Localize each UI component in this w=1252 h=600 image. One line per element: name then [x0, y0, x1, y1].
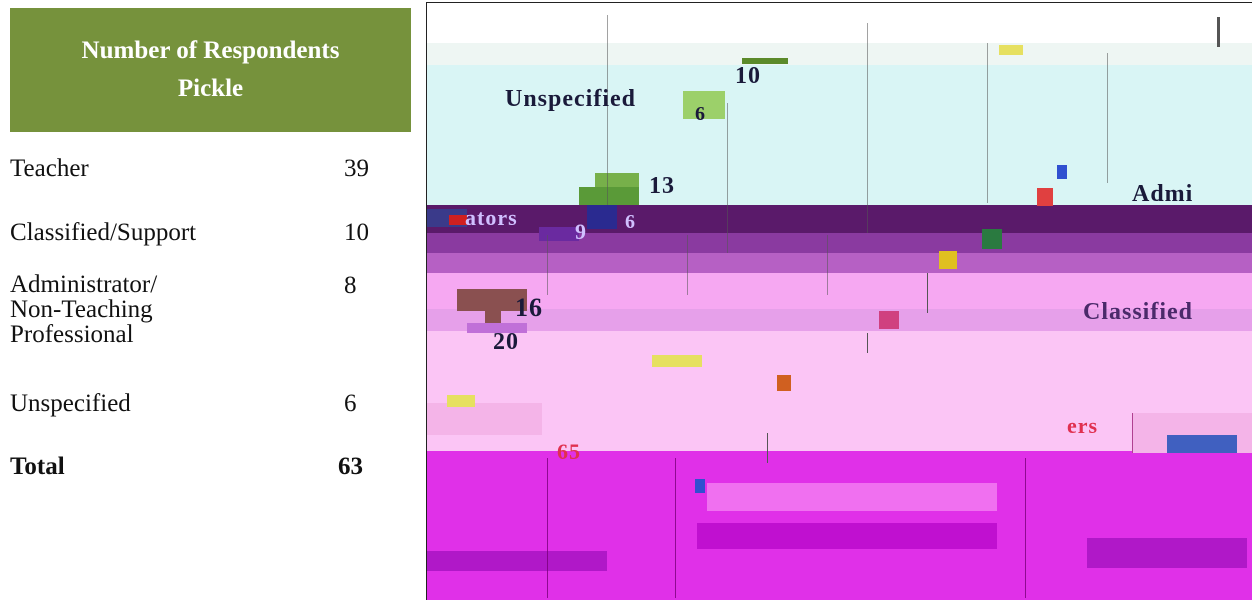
image-band — [427, 3, 1252, 43]
fragment-number: 6 — [625, 211, 636, 233]
row-count: 10 — [344, 219, 369, 246]
image-band — [427, 43, 1252, 65]
total-row: Total 63 — [10, 432, 411, 502]
bar-fragment — [683, 91, 725, 119]
grid-line — [727, 103, 728, 253]
total-label: Total — [10, 453, 65, 480]
image-band — [427, 273, 1252, 309]
table-row: Administrator/ Non-Teaching Professional… — [10, 264, 411, 376]
table-row: Classified/Support 10 — [10, 202, 411, 264]
row-label-line: Administrator/ — [10, 271, 158, 298]
bar-fragment — [707, 483, 997, 511]
grid-line — [867, 23, 868, 233]
image-band — [427, 331, 1252, 451]
noise-fragment — [1167, 435, 1237, 453]
row-label: Unspecified — [10, 390, 131, 417]
table-row: Unspecified 6 — [10, 376, 411, 432]
grid-line — [827, 235, 828, 295]
respondents-table: Number of Respondents Pickle Teacher 39 … — [10, 8, 411, 502]
grid-line — [1107, 53, 1108, 183]
bar-fragment — [742, 58, 788, 64]
bar-fragment — [579, 187, 639, 205]
noise-fragment — [982, 229, 1002, 249]
image-band — [427, 253, 1252, 273]
fragment-unspecified: Unspecified — [505, 86, 636, 112]
row-count: 39 — [344, 155, 369, 182]
grid-line — [987, 43, 988, 203]
row-count: 6 — [344, 390, 357, 417]
row-label: Administrator/ Non-Teaching Professional — [10, 272, 320, 347]
fragment-number: 20 — [493, 329, 519, 355]
fragment-number: 10 — [735, 63, 761, 89]
total-count: 63 — [338, 453, 363, 480]
bar-fragment — [467, 323, 527, 333]
fragment-number: 16 — [515, 293, 543, 322]
corrupted-chart-image: Unspecified 10 6 13 Admi ators 9 6 16 Cl… — [426, 2, 1252, 600]
bar-fragment — [457, 289, 527, 311]
table-header-subtitle: Pickle — [177, 75, 244, 102]
bar-fragment — [697, 523, 997, 549]
grid-line — [927, 273, 928, 313]
noise-fragment — [447, 395, 475, 407]
grid-line — [867, 333, 868, 353]
noise-fragment — [939, 251, 957, 269]
noise-fragment — [1037, 188, 1053, 206]
fragment-number: 9 — [575, 219, 587, 244]
fragment-teachers: ers — [1067, 413, 1099, 438]
row-count: 8 — [344, 272, 357, 299]
image-band — [427, 65, 1252, 205]
noise-fragment — [695, 479, 705, 493]
fragment-number: 65 — [557, 439, 581, 464]
bar-fragment — [587, 205, 617, 229]
grid-line — [547, 458, 548, 598]
bar-fragment — [485, 311, 501, 323]
grid-line — [607, 15, 608, 205]
bar-fragment — [1087, 538, 1247, 568]
noise-fragment — [652, 355, 702, 367]
noise-fragment — [449, 215, 467, 225]
row-label-line: Professional — [10, 321, 134, 348]
fragment-number: 13 — [649, 173, 675, 199]
grid-line — [767, 433, 768, 463]
bar-fragment — [539, 227, 579, 241]
grid-line — [1025, 458, 1026, 598]
table-row: Teacher 39 — [10, 132, 411, 202]
table-header-title: Number of Respondents — [81, 37, 340, 64]
fragment-number: 6 — [695, 103, 706, 125]
grid-line — [675, 458, 676, 598]
fragment-admin: Admi — [1132, 181, 1194, 207]
image-band — [427, 233, 1252, 253]
bar-fragment — [427, 403, 542, 435]
noise-fragment — [1057, 165, 1067, 179]
bar-fragment — [427, 551, 607, 571]
fragment-administrators: ators — [465, 205, 518, 230]
table-header: Number of Respondents Pickle — [10, 8, 411, 132]
grid-line — [1217, 17, 1220, 47]
noise-fragment — [777, 375, 791, 391]
row-label: Classified/Support — [10, 219, 197, 246]
fragment-classified: Classified — [1083, 299, 1194, 325]
row-label: Teacher — [10, 155, 89, 182]
row-label-line: Non-Teaching — [10, 296, 153, 323]
grid-line — [547, 235, 548, 295]
grid-line — [687, 235, 688, 295]
bar-fragment — [595, 173, 639, 187]
image-band — [427, 309, 1252, 331]
noise-fragment — [879, 311, 899, 329]
noise-fragment — [999, 45, 1023, 55]
